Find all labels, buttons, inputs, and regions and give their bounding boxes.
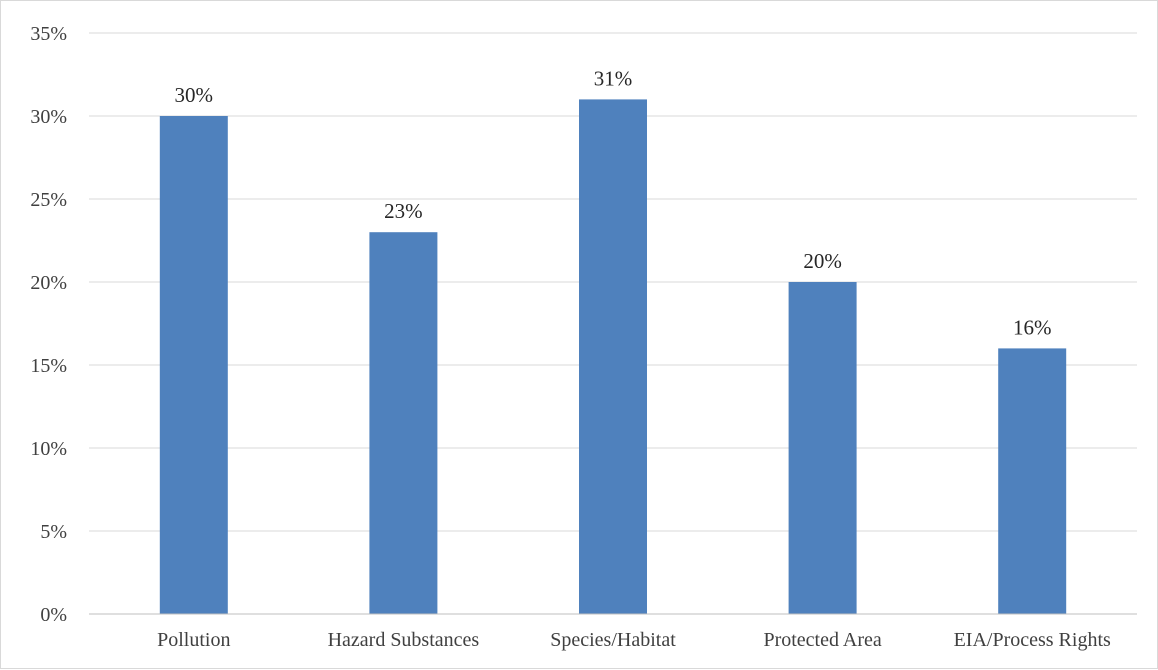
bars: [159, 99, 1067, 614]
y-tick-label: 20%: [30, 272, 67, 294]
x-category-label: Hazard Substances: [328, 629, 480, 651]
x-category-label: Pollution: [157, 629, 230, 651]
data-label: 16%: [1013, 315, 1052, 339]
y-tick-label: 25%: [30, 189, 67, 211]
x-axis-category-labels: Pollution Hazard Substances Species/Habita…: [157, 629, 1111, 651]
x-category-label: EIA/Process Rights: [954, 629, 1111, 651]
bar: [998, 348, 1067, 614]
bar: [159, 116, 228, 614]
bar: [579, 99, 647, 614]
y-tick-label: 35%: [30, 23, 67, 45]
data-label: 30%: [175, 83, 214, 107]
x-category-label: Protected Area: [763, 629, 881, 651]
x-category-label: Species/Habitat: [550, 629, 676, 651]
data-label: 31%: [594, 66, 633, 90]
bar: [369, 232, 438, 614]
data-label: 23%: [384, 199, 423, 223]
y-tick-label: 10%: [30, 438, 67, 460]
y-tick-label: 5%: [40, 521, 67, 543]
y-tick-label: 30%: [30, 106, 67, 128]
bar: [788, 282, 857, 614]
y-tick-label: 15%: [30, 355, 67, 377]
data-label: 20%: [803, 249, 842, 273]
y-tick-label: 0%: [40, 604, 67, 626]
y-axis-tick-labels: 0% 5% 10% 15% 20% 25% 30% 35%: [30, 23, 67, 626]
data-labels: 30% 23% 31% 20% 16%: [175, 66, 1052, 339]
